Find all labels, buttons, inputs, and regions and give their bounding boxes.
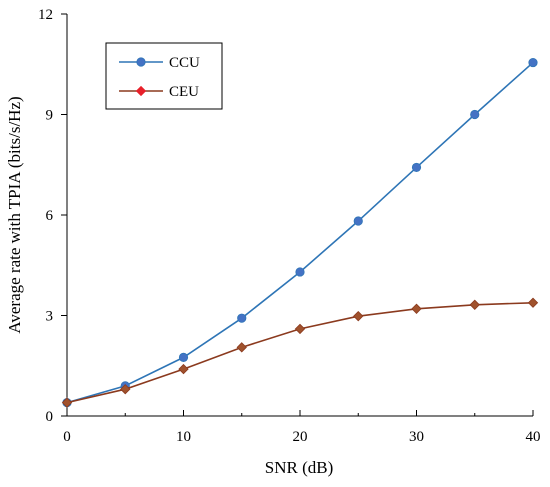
data-point: [469, 299, 480, 310]
legend: CCU CEU: [105, 42, 223, 110]
data-point: [411, 162, 422, 173]
y-tick-label: 6: [46, 208, 54, 224]
series-line: [66, 61, 534, 404]
y-tick-label: 0: [46, 409, 54, 425]
y-tick-label: 9: [46, 108, 54, 124]
x-tick-label: 0: [63, 429, 71, 445]
data-point: [295, 267, 305, 277]
series-ceu: [61, 297, 539, 408]
legend-label: CEU: [169, 84, 199, 100]
legend-box: [105, 42, 223, 110]
data-point: [470, 109, 480, 120]
y-tick-label: 3: [46, 309, 54, 325]
legend-item-ccu: CCU: [119, 55, 200, 71]
legend-item-ceu: CEU: [119, 84, 199, 100]
data-point: [527, 297, 539, 308]
y-axis-title: Average rate with TPIA (bits/s/Hz): [5, 96, 24, 333]
data-point: [411, 303, 422, 314]
data-point: [178, 363, 189, 375]
data-point: [178, 352, 189, 362]
data-point: [353, 311, 364, 322]
legend-marker: [135, 85, 147, 97]
x-tick-label: 10: [176, 429, 191, 445]
x-ticks: 0 10 20 30 40: [63, 410, 541, 445]
series-ccu: [62, 57, 538, 408]
x-tick-label: 20: [293, 429, 308, 445]
y-ticks: 0 3 6 9 12: [38, 7, 67, 425]
y-tick-label: 12: [38, 7, 53, 23]
x-tick-label: 30: [409, 429, 424, 445]
data-point: [236, 342, 247, 353]
legend-marker: [136, 57, 146, 67]
series-layer: [61, 57, 539, 408]
data-point: [120, 384, 131, 395]
data-point: [237, 313, 247, 323]
data-point: [61, 397, 73, 408]
legend-label: CCU: [169, 55, 200, 71]
data-point: [353, 216, 363, 226]
data-point: [528, 57, 538, 68]
data-point: [294, 323, 306, 335]
x-tick-label: 40: [526, 429, 541, 445]
x-axis-title: SNR (dB): [265, 458, 333, 477]
series-line: [66, 301, 534, 404]
